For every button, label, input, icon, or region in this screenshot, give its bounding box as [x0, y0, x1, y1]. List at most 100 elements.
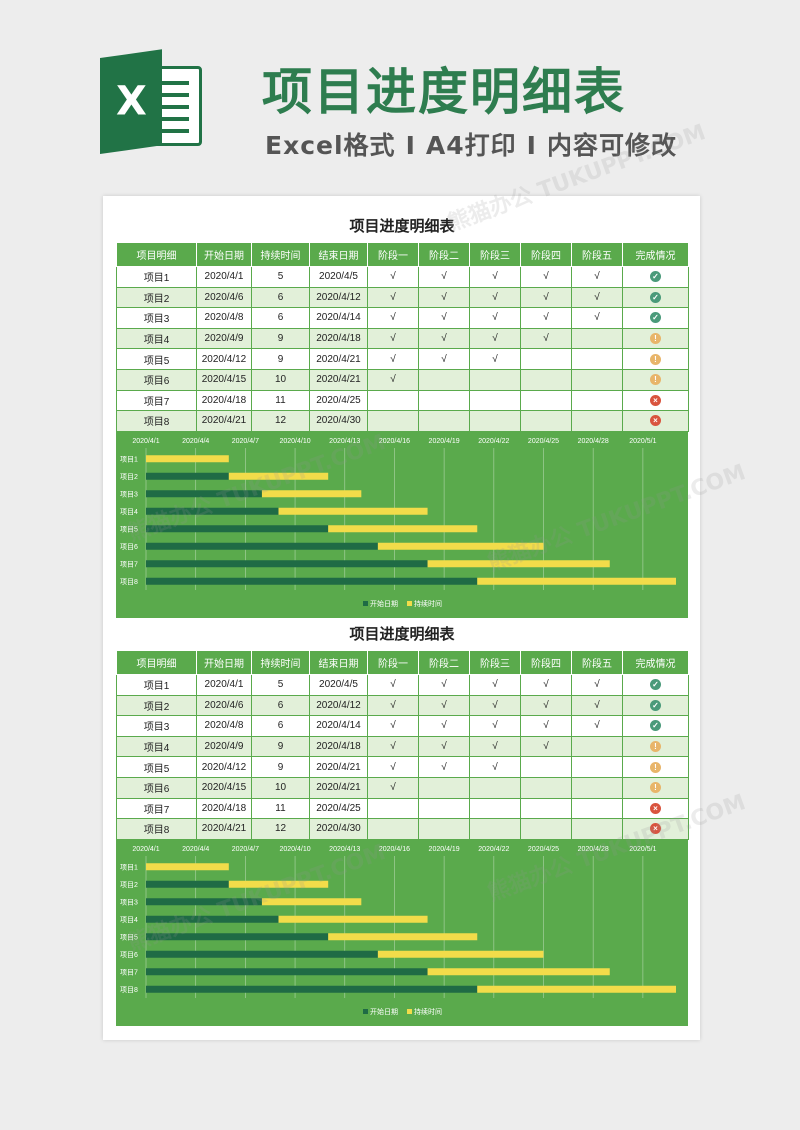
- exclamation-circle-icon: !: [650, 374, 661, 386]
- stage-cell: √: [469, 674, 521, 696]
- stage-cell: [520, 756, 572, 778]
- legend-swatch: [363, 600, 368, 606]
- duration-cell: 9: [251, 348, 310, 370]
- check-circle-icon: ✓: [650, 291, 661, 303]
- y-tick-label: 项目2: [120, 473, 138, 481]
- stage-cell: √: [418, 756, 470, 778]
- table-row: 项目5 2020/4/12 9 2020/4/21 √ √ √!: [116, 348, 689, 370]
- stage-cell: √: [367, 776, 419, 799]
- duration-bar: [228, 880, 329, 888]
- subtitle-separator: I: [405, 131, 416, 160]
- exclamation-circle-icon: !: [650, 333, 661, 345]
- x-tick-label: 2020/4/22: [478, 846, 509, 853]
- status-cell: !: [622, 368, 689, 391]
- column-header: 项目明细: [116, 650, 197, 675]
- x-tick-label: 2020/4/7: [232, 846, 259, 853]
- column-header: 完成情况: [622, 650, 689, 675]
- table-row: 项目5 2020/4/12 9 2020/4/21 √ √ √!: [116, 756, 689, 778]
- column-header: 阶段二: [418, 242, 470, 267]
- start-date-cell: 2020/4/21: [196, 818, 252, 840]
- stage-cell: √: [367, 674, 419, 696]
- duration-cell: 10: [251, 776, 310, 799]
- project-name-cell: 项目8: [116, 818, 197, 840]
- start-date-bar: [146, 507, 279, 515]
- legend-label: 开始日期: [370, 599, 398, 608]
- duration-cell: 10: [251, 368, 310, 391]
- project-name-cell: 项目1: [116, 674, 197, 696]
- end-date-cell: 2020/4/5: [309, 266, 368, 288]
- duration-cell: 9: [251, 756, 310, 778]
- project-name-cell: 项目5: [116, 348, 197, 370]
- x-tick-label: 2020/4/22: [478, 438, 509, 445]
- column-header: 阶段四: [520, 650, 572, 675]
- duration-bar: [146, 863, 229, 870]
- start-date-cell: 2020/4/1: [196, 674, 252, 696]
- table-row: 项目7 2020/4/18 11 2020/4/25 ×: [116, 797, 689, 820]
- stage-cell: [571, 735, 623, 758]
- start-date-bar: [146, 985, 478, 993]
- start-date-cell: 2020/4/12: [196, 756, 252, 778]
- start-date-cell: 2020/4/12: [196, 348, 252, 370]
- stage-cell: √: [571, 715, 623, 737]
- stage-cell: √: [367, 266, 419, 288]
- start-date-cell: 2020/4/9: [196, 327, 252, 350]
- legend-label: 持续时间: [414, 599, 442, 608]
- page-title: 项目进度明细表: [262, 63, 626, 121]
- y-tick-label: 项目7: [120, 560, 138, 568]
- end-date-cell: 2020/4/5: [309, 674, 368, 696]
- status-cell: ✓: [622, 286, 689, 309]
- duration-bar: [278, 507, 428, 515]
- y-tick-label: 项目1: [120, 863, 138, 871]
- column-header: 开始日期: [196, 242, 252, 267]
- x-tick-label: 2020/4/25: [528, 438, 559, 445]
- stage-cell: √: [367, 348, 419, 370]
- y-tick-label: 项目8: [120, 986, 138, 994]
- project-name-cell: 项目7: [116, 797, 197, 820]
- y-tick-label: 项目8: [120, 578, 138, 586]
- project-name-cell: 项目5: [116, 756, 197, 778]
- cross-circle-icon: ×: [650, 823, 661, 835]
- x-tick-label: 2020/4/28: [578, 846, 609, 853]
- column-header: 持续时间: [251, 650, 310, 675]
- x-tick-label: 2020/5/1: [629, 438, 656, 445]
- start-date-cell: 2020/4/8: [196, 307, 252, 329]
- stage-cell: [571, 756, 623, 778]
- stage-cell: [418, 818, 470, 840]
- start-date-bar: [146, 542, 378, 550]
- stage-cell: [469, 818, 521, 840]
- start-date-cell: 2020/4/9: [196, 735, 252, 758]
- x-tick-label: 2020/4/4: [182, 438, 209, 445]
- stage-cell: √: [520, 694, 572, 717]
- stage-cell: [418, 797, 470, 820]
- status-cell: !: [622, 735, 689, 758]
- project-name-cell: 项目4: [116, 735, 197, 758]
- status-cell: !: [622, 327, 689, 350]
- duration-cell: 5: [251, 266, 310, 288]
- stage-cell: [367, 818, 419, 840]
- progress-table: 项目明细 开始日期 持续时间 结束日期 阶段一 阶段二 阶段三 阶段四 阶段五 完成情况 项目1 20…: [116, 650, 689, 840]
- stage-cell: √: [520, 327, 572, 350]
- table-row: 项目6 2020/4/15 10 2020/4/21 √!: [116, 368, 689, 391]
- column-header: 阶段四: [520, 242, 572, 267]
- stage-cell: [418, 389, 470, 412]
- end-date-cell: 2020/4/12: [309, 286, 368, 309]
- x-tick-label: 2020/4/4: [182, 846, 209, 853]
- exclamation-circle-icon: !: [650, 761, 661, 773]
- stage-cell: √: [367, 756, 419, 778]
- stage-cell: [520, 348, 572, 370]
- stage-cell: √: [469, 735, 521, 758]
- cross-circle-icon: ×: [650, 802, 661, 814]
- duration-bar: [427, 560, 610, 567]
- stage-cell: √: [520, 674, 572, 696]
- duration-cell: 6: [251, 286, 310, 309]
- x-tick-label: 2020/4/10: [279, 846, 310, 853]
- x-tick-label: 2020/4/16: [379, 438, 410, 445]
- end-date-cell: 2020/4/12: [309, 694, 368, 717]
- project-name-cell: 项目6: [116, 368, 197, 391]
- legend-swatch: [363, 1008, 368, 1014]
- duration-bar: [328, 933, 478, 940]
- gantt-chart: 2020/4/1 2020/4/4 2020/4/7 2020/4/10 2020/4/…: [116, 431, 688, 618]
- stage-cell: [520, 818, 572, 840]
- stage-cell: √: [418, 327, 470, 350]
- stage-cell: [469, 368, 521, 391]
